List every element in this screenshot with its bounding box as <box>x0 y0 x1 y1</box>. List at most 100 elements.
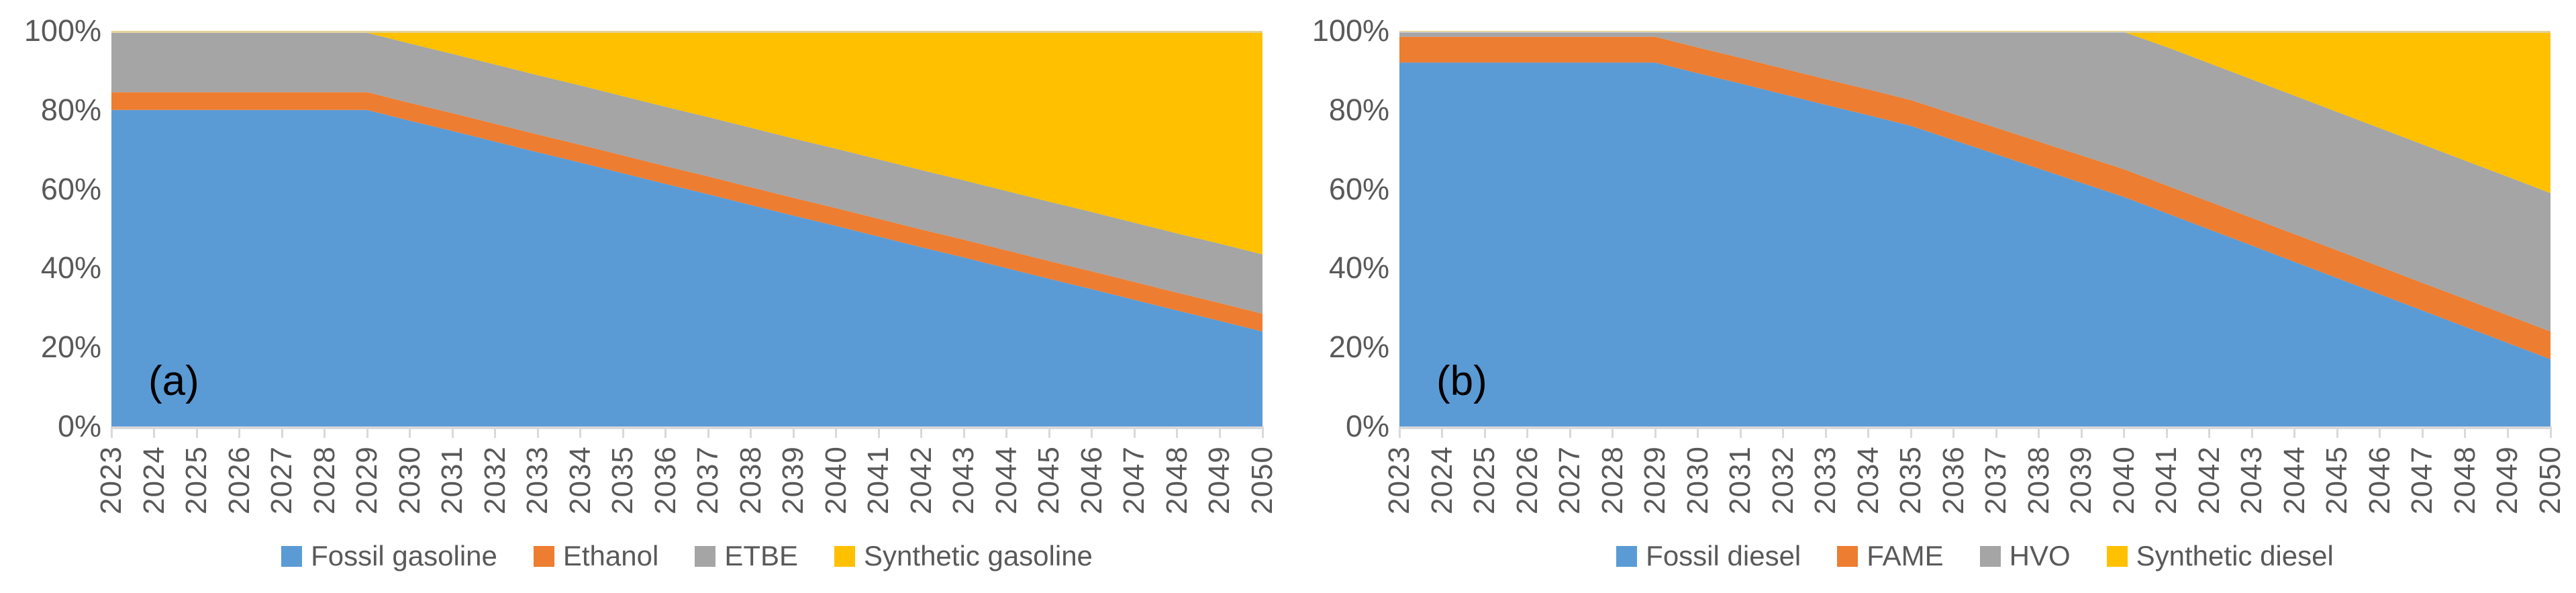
x-tick-label: 2027 <box>265 446 299 514</box>
x-tick-mark <box>2421 426 2424 438</box>
x-tick-label: 2030 <box>1681 446 1714 514</box>
x-tick-mark <box>1612 426 1614 438</box>
area-fossil-gasoline <box>111 109 1262 426</box>
x-tick-label: 2036 <box>1936 446 1970 514</box>
x-tick-label: 2036 <box>648 446 682 514</box>
x-tick-label: 2027 <box>1553 446 1587 514</box>
x-tick-label: 2050 <box>1246 446 1279 514</box>
x-tick-label: 2034 <box>563 446 597 514</box>
legend-label: FAME <box>1867 540 1944 572</box>
x-tick-label: 2047 <box>1118 446 1151 514</box>
legend-label: Fossil gasoline <box>311 540 497 572</box>
x-tick-mark <box>2038 426 2040 438</box>
x-tick-mark <box>792 426 795 438</box>
x-tick-mark <box>835 426 838 438</box>
x-tick-mark <box>622 426 624 438</box>
x-tick-mark <box>1218 426 1221 438</box>
x-tick-mark <box>494 426 497 438</box>
y-tick-label: 100% <box>1311 13 1389 48</box>
y-tick-label: 60% <box>40 171 101 206</box>
x-tick-mark <box>1867 426 1870 438</box>
legend-swatch <box>1837 545 1859 567</box>
x-tick-mark <box>409 426 411 438</box>
stacked-area-plot <box>111 31 1262 426</box>
x-tick-label: 2044 <box>989 446 1023 514</box>
x-tick-label: 2046 <box>2363 446 2396 514</box>
legend-swatch <box>834 545 856 567</box>
x-tick-label: 2032 <box>1766 446 1799 514</box>
x-tick-label: 2045 <box>1032 446 1066 514</box>
x-tick-label: 2048 <box>2448 446 2481 514</box>
x-tick-mark <box>579 426 582 438</box>
x-tick-mark <box>750 426 752 438</box>
x-tick-mark <box>1091 426 1093 438</box>
x-tick-mark <box>2293 426 2296 438</box>
x-tick-mark <box>1824 426 1827 438</box>
x-tick-label: 2049 <box>2491 446 2524 514</box>
legend-label: HVO <box>2009 540 2071 572</box>
x-tick-label: 2035 <box>1894 446 1928 514</box>
x-tick-label: 2041 <box>862 446 895 514</box>
x-tick-mark <box>1739 426 1742 438</box>
x-tick-mark <box>664 426 667 438</box>
x-tick-label: 2023 <box>95 446 128 514</box>
legend-swatch <box>533 545 554 567</box>
x-tick-mark <box>366 426 368 438</box>
x-tick-mark <box>1483 426 1486 438</box>
x-tick-label: 2023 <box>1383 446 1416 514</box>
y-tick-label: 20% <box>40 330 101 365</box>
x-tick-label: 2039 <box>777 446 810 514</box>
legend-item-hvo: HVO <box>1979 540 2071 572</box>
legend-item-fame: FAME <box>1837 540 1944 572</box>
x-tick-label: 2044 <box>2277 446 2311 514</box>
y-tick-label: 80% <box>40 92 101 127</box>
x-tick-mark <box>1569 426 1571 438</box>
x-tick-mark <box>1654 426 1656 438</box>
legend: Fossil gasoline Ethanol ETBE Synthetic gaso… <box>111 535 1262 577</box>
legend-item-synthetic-gasoline: Synthetic gasoline <box>834 540 1093 572</box>
x-tick-mark <box>195 426 198 438</box>
x-tick-mark <box>2123 426 2126 438</box>
legend-item-fossil-gasoline: Fossil gasoline <box>281 540 497 572</box>
x-tick-label: 2045 <box>2320 446 2354 514</box>
x-tick-label: 2033 <box>1809 446 1842 514</box>
x-tick-mark <box>1952 426 1955 438</box>
x-tick-label: 2024 <box>1425 446 1458 514</box>
legend-label: Synthetic gasoline <box>864 540 1093 572</box>
x-tick-mark <box>1261 426 1264 438</box>
x-tick-mark <box>451 426 454 438</box>
panel-label: (b) <box>1436 358 1487 404</box>
x-tick-mark <box>2549 426 2552 438</box>
x-tick-mark <box>2464 426 2467 438</box>
x-tick-mark <box>238 426 241 438</box>
x-tick-label: 2047 <box>2406 446 2439 514</box>
legend-item-synthetic-diesel: Synthetic diesel <box>2106 540 2334 572</box>
x-tick-label: 2034 <box>1851 446 1885 514</box>
x-tick-mark <box>1910 426 1912 438</box>
y-tick-label: 0% <box>1345 409 1389 443</box>
x-tick-label: 2032 <box>478 446 511 514</box>
x-tick-label: 2035 <box>606 446 640 514</box>
x-tick-label: 2025 <box>1468 446 1501 514</box>
x-tick-mark <box>2250 426 2253 438</box>
legend-swatch <box>1979 545 2001 567</box>
x-tick-mark <box>1697 426 1699 438</box>
x-tick-mark <box>110 426 113 438</box>
area-etbe <box>111 32 1262 314</box>
x-tick-mark <box>1782 426 1785 438</box>
x-tick-label: 2042 <box>904 446 938 514</box>
chart-panel-diesel: 0% 20% 40% 60% 80% 100% (b) 2023 2024 2025 2026 2… <box>1288 0 2576 593</box>
x-tick-mark <box>1441 426 1444 438</box>
x-tick-label: 2039 <box>2065 446 2098 514</box>
x-tick-label: 2043 <box>947 446 981 514</box>
x-tick-mark <box>153 426 156 438</box>
x-tick-label: 2028 <box>1595 446 1629 514</box>
area-synthetic-diesel <box>1399 31 2550 193</box>
y-tick-label: 80% <box>1328 92 1389 127</box>
legend-swatch <box>2106 545 2128 567</box>
x-tick-mark <box>962 426 965 438</box>
x-tick-mark <box>1398 426 1401 438</box>
x-tick-mark <box>2080 426 2083 438</box>
legend: Fossil diesel FAME HVO Synthetic diesel <box>1399 535 2550 577</box>
x-tick-mark <box>2165 426 2168 438</box>
